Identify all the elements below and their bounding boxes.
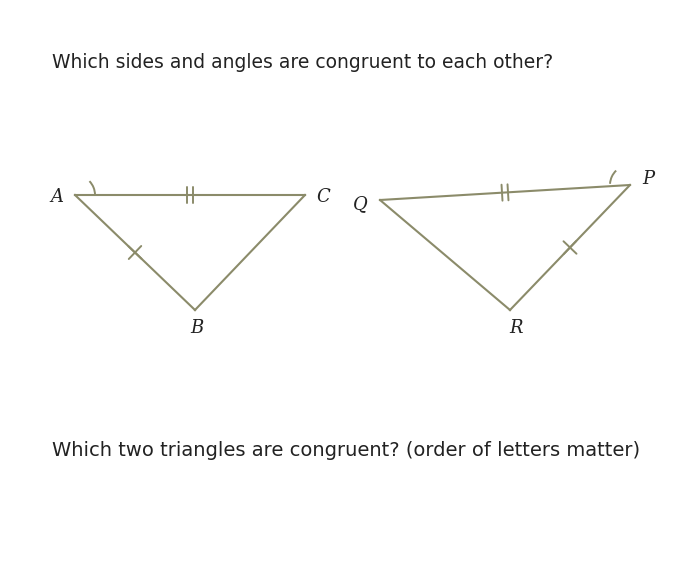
Text: Q: Q	[352, 195, 367, 213]
Text: Which two triangles are congruent? (order of letters matter): Which two triangles are congruent? (orde…	[52, 440, 640, 460]
Text: R: R	[510, 319, 523, 337]
Text: A: A	[50, 188, 64, 206]
Text: Which sides and angles are congruent to each other?: Which sides and angles are congruent to …	[52, 52, 553, 72]
Text: B: B	[191, 319, 204, 337]
Text: C: C	[316, 188, 330, 206]
Text: P: P	[642, 170, 654, 188]
